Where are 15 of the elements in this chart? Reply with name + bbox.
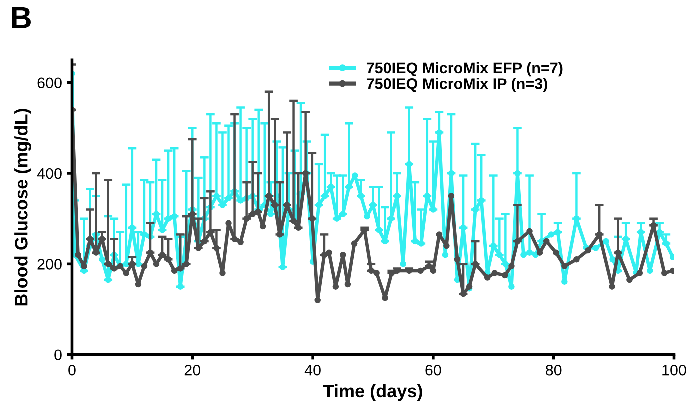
x-tick-label: 40 (304, 364, 321, 376)
x-tick-label: 100 (662, 364, 686, 376)
x-tick-label: 80 (546, 364, 562, 376)
y-tick-label: 200 (38, 259, 62, 270)
legend-label: 750IEQ MicroMix IP (n=3) (366, 78, 548, 92)
x-tick-label: 60 (426, 364, 442, 376)
y-axis-title: Blood Glucose (mg/dL) (14, 109, 32, 306)
chart-title: B (12, 7, 31, 28)
y-tick-label: 600 (38, 78, 62, 89)
legend-label: 750IEQ MicroMix EFP (n=7) (366, 62, 563, 77)
y-tick-label: 400 (37, 168, 62, 180)
y-tick-label: 0 (54, 350, 62, 361)
x-axis-title: Time (days) (323, 384, 422, 402)
x-tick-label: 0 (68, 364, 76, 376)
x-tick-label: 20 (184, 364, 201, 376)
